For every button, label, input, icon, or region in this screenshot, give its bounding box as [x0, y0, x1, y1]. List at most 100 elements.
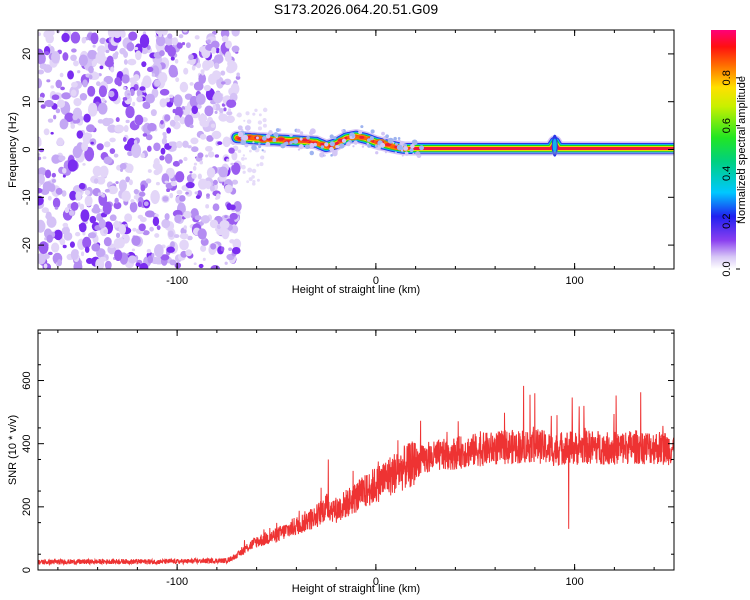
noise-speckle: [118, 179, 127, 192]
noise-speckle: [136, 95, 143, 103]
noise-speckle: [169, 192, 174, 199]
ridge-speckle: [320, 145, 325, 149]
noise-speckle: [71, 81, 78, 88]
noise-speckle: [50, 85, 55, 89]
noise-speckle: [53, 114, 57, 120]
noise-speckle: [122, 97, 128, 101]
noise-speckle: [103, 229, 108, 234]
ridge-speckle: [329, 141, 335, 147]
noise-speckle: [70, 123, 76, 129]
noise-speckle: [38, 148, 45, 153]
noise-speckle: [72, 145, 82, 159]
noise-speckle: [46, 79, 51, 83]
noise-speckle: [84, 195, 93, 207]
noise-speckle: [259, 156, 263, 159]
noise-speckle: [262, 123, 267, 128]
ridge-speckle: [339, 143, 345, 149]
ridge-speckle: [323, 154, 326, 157]
noise-speckle: [220, 70, 226, 76]
noise-speckle: [174, 58, 179, 64]
ridge-speckle: [244, 143, 249, 148]
noise-speckle: [69, 241, 75, 248]
noise-speckle: [162, 196, 169, 202]
noise-speckle: [207, 39, 211, 44]
noise-speckle: [67, 159, 78, 172]
noise-speckle: [53, 229, 63, 241]
noise-speckle: [169, 259, 177, 266]
noise-speckle: [244, 157, 247, 160]
noise-speckle: [38, 219, 46, 233]
noise-speckle: [90, 141, 94, 145]
noise-speckle: [211, 47, 217, 54]
noise-speckle: [189, 124, 194, 129]
noise-speckle: [62, 244, 67, 249]
noise-speckle: [174, 214, 182, 224]
noise-speckle: [137, 201, 142, 208]
noise-speckle: [182, 30, 188, 33]
noise-speckle: [149, 226, 154, 232]
noise-speckle: [173, 234, 180, 239]
noise-speckle: [183, 156, 188, 162]
noise-speckle: [194, 35, 200, 40]
noise-speckle: [88, 74, 93, 80]
noise-speckle: [47, 251, 53, 256]
noise-speckle: [196, 62, 202, 69]
noise-speckle: [147, 255, 154, 264]
noise-speckle: [104, 188, 110, 193]
noise-speckle: [193, 81, 204, 91]
noise-speckle: [159, 155, 165, 161]
noise-speckle: [104, 260, 112, 269]
snr-x-ticks: -100 0 100: [57, 330, 655, 588]
noise-speckle: [87, 232, 97, 239]
noise-speckle: [220, 81, 226, 85]
noise-speckle: [195, 195, 201, 199]
ridge-speckle: [241, 129, 244, 132]
noise-speckle: [214, 154, 220, 158]
ridge-speckle: [293, 138, 299, 144]
noise-speckle: [207, 60, 215, 68]
noise-speckle: [160, 120, 164, 125]
noise-speckle: [135, 262, 141, 267]
ridge-speckle: [410, 143, 415, 149]
figure-title: S173.2026.064.20.51.G09: [274, 1, 438, 17]
ridge-core: [235, 134, 674, 150]
y-tick-label: 10: [21, 96, 33, 108]
spectrogram-heatmap: [38, 30, 674, 269]
noise-speckle: [139, 34, 150, 49]
noise-speckle: [114, 197, 119, 204]
noise-speckle: [185, 249, 193, 257]
noise-speckle: [55, 187, 63, 195]
noise-speckle: [115, 117, 120, 123]
noise-speckle: [79, 92, 88, 101]
ridge-speckle: [404, 151, 409, 155]
ridge-speckle: [237, 131, 244, 138]
ridge-speckle: [298, 143, 304, 150]
noise-speckle: [161, 218, 171, 229]
noise-speckle: [214, 62, 220, 70]
noise-speckle: [103, 237, 112, 247]
noise-speckle: [121, 74, 130, 84]
noise-speckle: [155, 163, 163, 175]
noise-speckle: [256, 178, 260, 182]
noise-speckle: [212, 179, 218, 186]
noise-speckle: [64, 112, 75, 123]
noise-speckle: [97, 192, 101, 197]
colorbar-tick-label: 0.8: [721, 70, 733, 85]
noise-speckle: [124, 163, 134, 173]
noise-speckle: [81, 36, 87, 44]
noise-speckle: [133, 74, 140, 82]
noise-speckle: [44, 99, 54, 108]
noise-speckle: [38, 195, 44, 206]
spectrogram-y-label: Frequency (Hz): [7, 112, 19, 188]
noise-speckle: [38, 187, 43, 194]
noise-speckle: [231, 151, 238, 161]
ridge-speckle: [261, 149, 264, 152]
y-tick-label: 200: [21, 498, 33, 516]
noise-speckle: [122, 86, 127, 90]
noise-speckle: [183, 67, 189, 75]
noise-speckle: [221, 35, 229, 43]
noise-speckle: [40, 104, 46, 109]
ridge-speckle: [395, 142, 398, 146]
colorbar-ticks: 0.0 0.2 0.4 0.6 0.8: [721, 70, 740, 277]
noise-speckle: [91, 207, 101, 214]
